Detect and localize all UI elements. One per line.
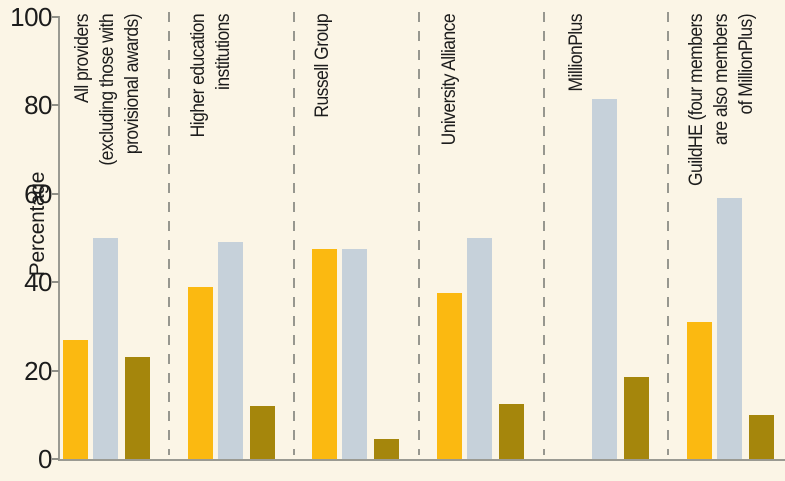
bar-dark-gold-group5 [749,414,774,459]
category-label-2: Russell Group [312,14,333,118]
x-axis-line [58,459,785,461]
bar-amber-group1 [188,286,213,459]
group-separator-1 [293,12,295,455]
group-separator-4 [667,12,669,455]
bar-light-blue-gray-group4 [592,98,617,459]
y-tick-mark-60 [52,192,59,195]
category-label-1: Higher education institutions [188,14,234,138]
bar-amber-group3 [437,293,462,459]
bar-dark-gold-group2 [374,439,399,459]
bar-light-blue-gray-group2 [342,249,367,459]
group-separator-2 [418,12,420,455]
group-separator-3 [543,12,545,455]
category-label-3: University Alliance [439,14,460,146]
y-tick-mark-100 [52,16,59,18]
bar-dark-gold-group1 [250,405,275,459]
bar-amber-group2 [312,249,337,459]
bar-dark-gold-group3 [499,403,524,459]
y-tick-mark-80 [52,104,59,107]
group-separator-0 [168,12,170,455]
y-tick-label-80: 80 [24,90,52,121]
y-tick-label-100: 100 [10,2,52,32]
bar-light-blue-gray-group0 [93,238,118,459]
y-tick-label-60: 60 [24,178,52,209]
category-label-4: MillionPlus [566,14,587,92]
y-tick-label-40: 40 [24,267,52,298]
bar-light-blue-gray-group5 [717,198,742,459]
bar-dark-gold-group0 [125,357,150,459]
bar-light-blue-gray-group3 [467,238,492,459]
bar-light-blue-gray-group1 [218,242,243,459]
bar-amber-group5 [687,321,712,459]
category-label-0: All providers (excluding those with prov… [72,14,143,166]
y-axis-line [58,16,60,461]
bar-dark-gold-group4 [624,377,649,459]
bar-amber-group0 [63,339,88,459]
y-tick-mark-0 [52,458,59,460]
y-tick-label-20: 20 [24,355,52,386]
category-label-5: GuildHE (four members are also members o… [686,14,757,187]
y-tick-mark-20 [52,369,59,372]
y-tick-mark-40 [52,281,59,284]
y-tick-label-0: 0 [38,444,52,474]
